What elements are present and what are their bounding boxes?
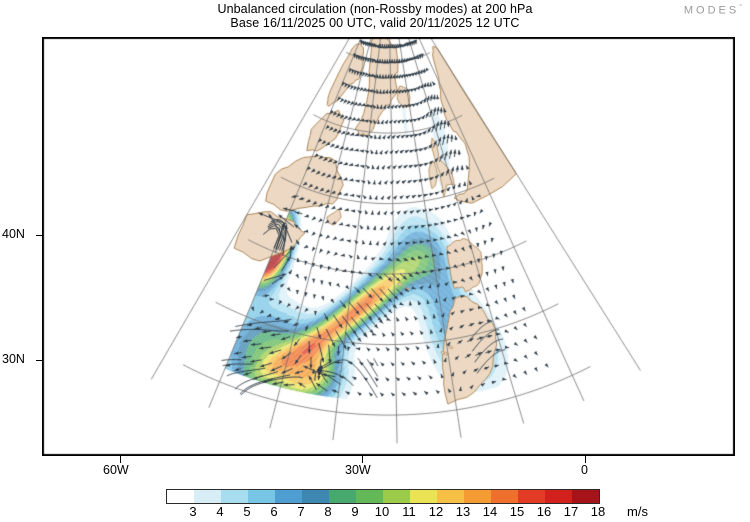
colorbar-unit-label: m/s <box>627 504 648 519</box>
chart-subtitle: Base 16/11/2025 00 UTC, valid 20/11/2025… <box>230 16 520 30</box>
colorbar-tick: 13 <box>455 504 471 519</box>
colorbar-tick: 9 <box>351 504 359 519</box>
colorbar-tick: 15 <box>509 504 525 519</box>
colorbar-tick: 4 <box>216 504 224 519</box>
ytick-mark-30n <box>36 360 43 361</box>
map-plot-area <box>42 37 735 456</box>
xtick-label-30w: 30W <box>345 463 371 477</box>
map-canvas <box>43 38 734 455</box>
colorbar-swatch <box>194 490 221 503</box>
colorbar-tick-labels: 3 4 5 6 7 8 9 10 11 12 13 14 15 16 17 18 <box>166 504 605 522</box>
colorbar-swatch <box>491 490 518 503</box>
colorbar-tick: 17 <box>563 504 579 519</box>
colorbar-swatch <box>518 490 545 503</box>
colorbar-swatch <box>383 490 410 503</box>
colorbar-swatch <box>167 490 194 503</box>
xtick-label-0: 0 <box>581 463 588 477</box>
xtick-mark-0 <box>585 456 586 463</box>
chart-title: Unbalanced circulation (non-Rossby modes… <box>217 2 533 16</box>
colorbar-tick: 10 <box>374 504 390 519</box>
colorbar-swatch <box>464 490 491 503</box>
colorbar-tick: 16 <box>536 504 552 519</box>
modes-logo: MODES° <box>684 4 742 17</box>
colorbar-swatch <box>410 490 437 503</box>
colorbar-tick: 7 <box>297 504 305 519</box>
colorbar-swatch <box>329 490 356 503</box>
colorbar-tick: 11 <box>402 504 416 519</box>
colorbar-tick: 18 <box>590 504 606 519</box>
colorbar-swatch <box>356 490 383 503</box>
title-block: Unbalanced circulation (non-Rossby modes… <box>0 2 750 30</box>
colorbar-tick: 3 <box>189 504 197 519</box>
modes-logo-mark: ° <box>739 4 742 11</box>
xtick-mark-30w <box>362 456 363 463</box>
colorbar-tick: 14 <box>482 504 498 519</box>
ytick-mark-40n <box>36 235 43 236</box>
colorbar-swatch <box>221 490 248 503</box>
ytick-label-40n: 40N <box>2 227 25 241</box>
colorbar-tick: 5 <box>243 504 251 519</box>
colorbar-swatch <box>275 490 302 503</box>
colorbar-swatches <box>166 489 600 504</box>
modes-logo-text: MODES <box>683 4 740 17</box>
colorbar-swatch <box>437 490 464 503</box>
xtick-mark-60w <box>120 456 121 463</box>
colorbar: 3 4 5 6 7 8 9 10 11 12 13 14 15 16 17 18 <box>166 489 605 519</box>
colorbar-swatch <box>302 490 329 503</box>
colorbar-swatch <box>545 490 572 503</box>
ytick-label-30n: 30N <box>2 352 25 366</box>
colorbar-tick: 12 <box>428 504 444 519</box>
colorbar-swatch <box>572 490 599 503</box>
colorbar-tick: 6 <box>270 504 278 519</box>
colorbar-swatch <box>248 490 275 503</box>
colorbar-tick: 8 <box>324 504 332 519</box>
xtick-label-60w: 60W <box>103 463 129 477</box>
